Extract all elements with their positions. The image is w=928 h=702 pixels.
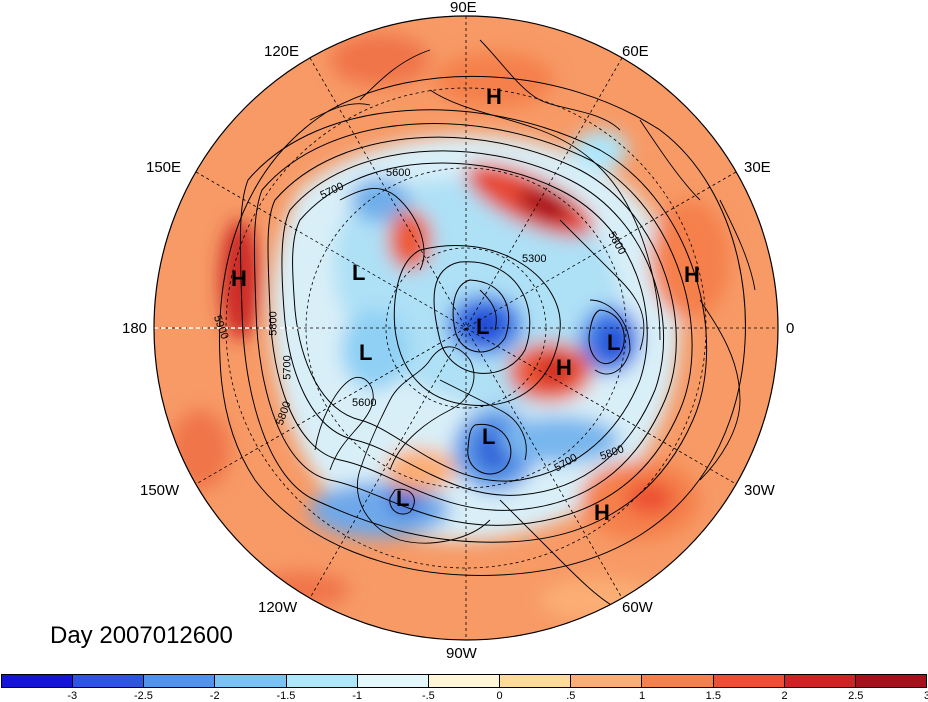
- colorbar-swatch: [428, 675, 501, 687]
- colorbar-swatch: [2, 675, 74, 687]
- lon-label-180: 180: [122, 320, 148, 337]
- colorbar-tick-label: -2: [209, 690, 220, 702]
- lon-label-150e: 150E: [146, 159, 182, 176]
- colorbar-tick-label: -1: [352, 690, 363, 702]
- low-center-label: L: [396, 486, 410, 511]
- colorbar-tick-label: 1.5: [705, 690, 721, 702]
- map-boundary: [153, 15, 779, 641]
- anomaly-field: [154, 16, 778, 640]
- date-label: Day 2007012600: [50, 622, 233, 649]
- coastlines: [309, 39, 756, 611]
- low-center-label: L: [476, 314, 490, 339]
- colorbar-swatch: [144, 675, 216, 687]
- colorbar-tick-label: -1.5: [276, 690, 296, 702]
- lon-label-0: 0: [786, 320, 795, 337]
- lon-label-60e: 60E: [622, 43, 649, 60]
- colorbar-tick-label: 2: [781, 690, 788, 702]
- colorbar-tick-label: .5: [566, 690, 576, 702]
- height-contours: [219, 75, 746, 576]
- colorbar-tick-label: -2.5: [133, 690, 153, 702]
- colorbar-swatch: [571, 675, 643, 687]
- lon-label-120e: 120E: [264, 43, 300, 60]
- high-center-label: H: [231, 266, 247, 291]
- lon-label-30w: 30W: [744, 482, 775, 499]
- colorbar: [1, 674, 927, 688]
- low-center-label: L: [482, 424, 496, 449]
- lon-label-150w: 150W: [140, 482, 180, 499]
- contour-label: 5800: [267, 311, 280, 336]
- low-center-label: L: [352, 260, 366, 285]
- contour-label: 5600: [352, 397, 377, 409]
- colorbar-swatch: [357, 675, 429, 687]
- contour-label: 5600: [386, 167, 411, 179]
- lon-label-30e: 30E: [744, 159, 771, 176]
- lon-label-120w: 120W: [258, 599, 298, 616]
- high-center-label: H: [684, 262, 700, 287]
- contour-label: 5300: [522, 253, 547, 265]
- colorbar-tick-label: 2.5: [848, 690, 864, 702]
- lon-label-90w: 90W: [446, 645, 477, 662]
- colorbar-tick-label: 0: [496, 690, 503, 702]
- colorbar-swatch: [713, 675, 785, 687]
- high-center-label: H: [594, 500, 610, 525]
- colorbar-tick-label: -.5: [421, 690, 435, 702]
- colorbar-tick-label: 3: [923, 690, 928, 702]
- colorbar-tick-label: 1: [639, 690, 646, 702]
- colorbar-swatch: [500, 675, 572, 687]
- low-center-label: L: [359, 340, 373, 365]
- colorbar-swatch: [784, 675, 856, 687]
- colorbar-swatch: [855, 675, 927, 687]
- colorbar-swatch: [215, 675, 287, 687]
- high-center-label: H: [556, 355, 572, 380]
- low-center-label: L: [607, 330, 621, 355]
- colorbar-tick-label: -3: [67, 690, 78, 702]
- lon-label-90e: 90E: [450, 0, 477, 16]
- colorbar-swatch: [642, 675, 714, 687]
- graticule: [154, 16, 778, 640]
- contour-label: 5700: [281, 355, 294, 380]
- colorbar-swatch: [73, 675, 145, 687]
- colorbar-swatch: [286, 675, 358, 687]
- high-center-label: H: [486, 84, 502, 109]
- lon-label-60w: 60W: [622, 599, 653, 616]
